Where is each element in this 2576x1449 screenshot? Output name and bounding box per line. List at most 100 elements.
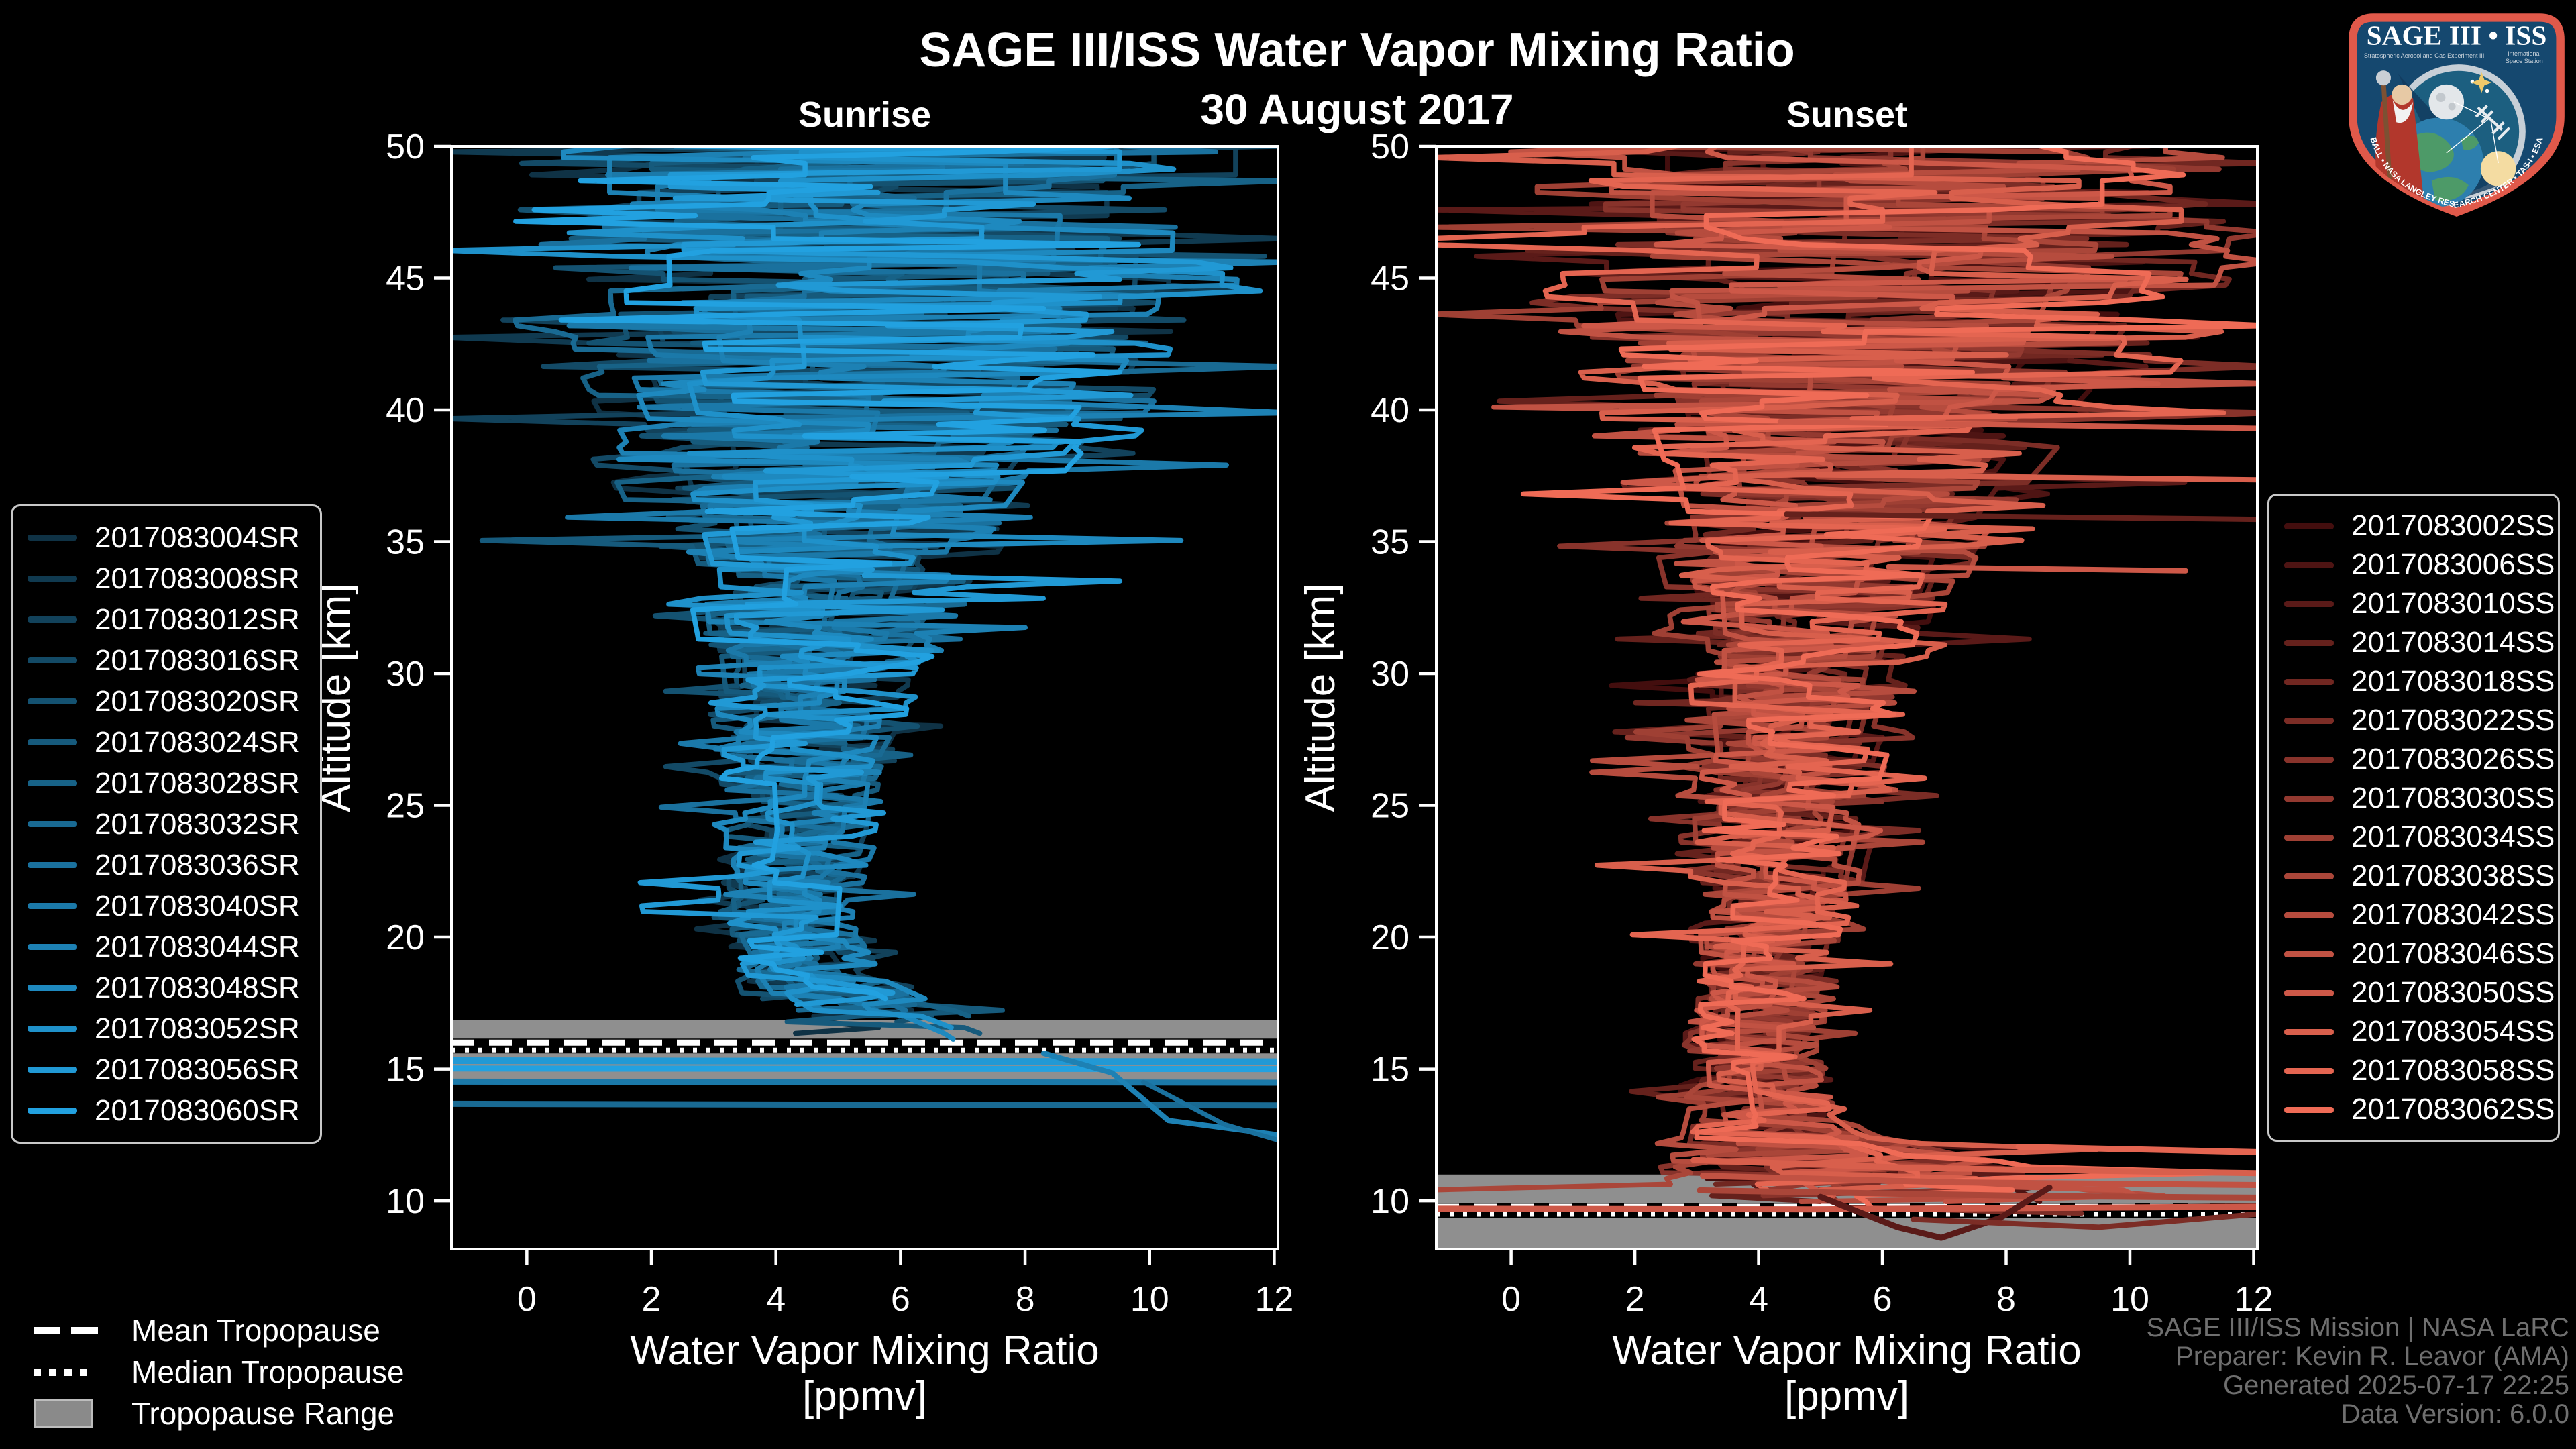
event-id-label: 2017083052SR	[95, 1012, 300, 1045]
y-tick-label: 15	[386, 1051, 425, 1089]
logo-sightlines	[2446, 101, 2499, 164]
profile-color-swatch	[28, 944, 77, 950]
footer-line-version: Data Version: 6.0.0	[2341, 1399, 2569, 1429]
legend-label: Tropopause Range	[131, 1396, 395, 1431]
event-id-label: 2017083034SS	[2351, 820, 2555, 853]
tropopause-legend: Mean Tropopause Median Tropopause Tropop…	[34, 1309, 405, 1434]
x-axis-units: [ppmv]	[802, 1373, 927, 1419]
profile-line-2017083062SS	[1520, 146, 2257, 1210]
profile-line-2017083056SR	[637, 146, 1234, 1008]
profile-color-swatch	[2284, 600, 2334, 607]
outlier-segment	[451, 1057, 1278, 1065]
profile-color-swatch	[28, 576, 77, 582]
event-id-label: 2017083060SR	[95, 1093, 300, 1127]
legend-item: 2017083020SR	[28, 681, 305, 722]
outlier-segment	[1141, 1079, 1278, 1143]
legend-item: 2017083054SS	[2284, 1012, 2555, 1051]
y-tick-label: 20	[1371, 918, 1409, 957]
panel-sunrise: 0 2 4 6 8 10 12 10 15 20 25 30 35 40 45 50 Water Vapor M…	[313, 127, 1293, 1419]
dashed-line-icon	[34, 1327, 109, 1334]
legend-item: 2017083040SR	[28, 885, 305, 926]
profile-color-swatch	[28, 903, 77, 909]
gray-patch-icon	[34, 1399, 109, 1428]
profile-color-swatch	[2284, 717, 2334, 724]
event-id-label: 2017083012SR	[95, 602, 300, 636]
y-tick-label: 25	[386, 787, 425, 826]
profile-color-swatch	[2284, 951, 2334, 957]
x-axis-label: Water Vapor Mixing Ratio	[630, 1328, 1099, 1374]
event-id-label: 2017083054SS	[2351, 1015, 2555, 1048]
x-tick-label: 6	[891, 1280, 910, 1319]
event-id-label: 2017083014SS	[2351, 626, 2555, 659]
profile-color-swatch	[2284, 1067, 2334, 1074]
outlier-segment	[1799, 472, 2257, 483]
legend-item: 2017083032SR	[28, 804, 305, 845]
event-id-label: 2017083026SS	[2351, 743, 2555, 775]
event-id-label: 2017083028SR	[95, 766, 300, 800]
legend-item: 2017083016SR	[28, 640, 305, 681]
panel-title-sunset: Sunset	[1786, 95, 1908, 135]
event-id-label: 2017083044SR	[95, 930, 300, 963]
event-id-label: 2017083024SR	[95, 725, 300, 759]
event-id-label: 2017083046SS	[2351, 937, 2555, 970]
event-id-label: 2017083048SR	[95, 971, 300, 1004]
axes-frame	[1435, 145, 2259, 1250]
legend-item: 2017083050SS	[2284, 973, 2555, 1012]
outlier-segment	[1911, 1211, 2257, 1230]
y-tick-label: 25	[1371, 787, 1409, 826]
x-tick-label: 4	[766, 1280, 786, 1319]
y-tick-label: 30	[386, 655, 425, 694]
event-id-label: 2017083006SS	[2351, 548, 2555, 581]
legend-item: 2017083026SS	[2284, 740, 2555, 779]
legend-item-tropopause-range: Tropopause Range	[34, 1393, 405, 1434]
x-axis-units: [ppmv]	[1784, 1373, 1909, 1419]
outlier-segment	[1777, 419, 2257, 431]
logo-iss	[2475, 105, 2511, 140]
outlier-segment	[1690, 1157, 2257, 1177]
profile-color-swatch	[2284, 561, 2334, 568]
legend-item-median-tropopause: Median Tropopause	[34, 1351, 405, 1393]
sage-iii-iss-logo: SAGE III • ISS Stratospheric Aerosol and…	[2349, 13, 2565, 217]
legend-item: 2017083060SR	[28, 1090, 305, 1131]
logo-stars	[2470, 72, 2492, 93]
legend-sunset-events: 2017083002SS 2017083006SS 2017083010SS 2017…	[2267, 494, 2560, 1142]
x-tick-label: 8	[1996, 1280, 2016, 1319]
profile-line-2017083052SR	[451, 146, 1263, 1030]
y-axis-label: Altitude [km]	[1297, 583, 1344, 812]
x-tick-label: 2	[1625, 1280, 1645, 1319]
profile-color-swatch	[2284, 1028, 2334, 1035]
legend-item: 2017083022SS	[2284, 701, 2555, 740]
event-id-label: 2017083018SS	[2351, 665, 2555, 698]
footer-credits: SAGE III/ISS Mission | NASA LaRC Prepare…	[2146, 1313, 2569, 1429]
event-id-label: 2017083056SR	[95, 1053, 300, 1086]
event-id-label: 2017083004SR	[95, 521, 300, 554]
logo-moon	[2428, 84, 2465, 120]
legend-item: 2017083038SS	[2284, 857, 2555, 896]
profile-color-swatch	[2284, 523, 2334, 529]
legend-item: 2017083058SS	[2284, 1051, 2555, 1090]
legend-item: 2017083042SS	[2284, 896, 2555, 934]
legend-item: 2017083002SS	[2284, 506, 2555, 545]
profile-color-swatch	[28, 616, 77, 623]
logo-intl-1: International	[2508, 50, 2540, 57]
event-id-label: 2017083010SS	[2351, 587, 2555, 620]
outlier-segment	[1817, 1184, 2053, 1241]
outlier-segment	[2015, 1144, 2257, 1155]
x-axis-label: Water Vapor Mixing Ratio	[1612, 1328, 2081, 1374]
outlier-segment	[451, 1078, 1278, 1086]
legend-item: 2017083034SS	[2284, 818, 2555, 857]
legend-item: 2017083006SS	[2284, 545, 2555, 584]
profile-color-swatch	[28, 1026, 77, 1032]
profile-color-swatch	[28, 739, 77, 745]
y-tick-label: 20	[386, 918, 425, 957]
y-tick-label: 30	[1371, 655, 1409, 694]
event-id-label: 2017083042SS	[2351, 898, 2555, 931]
panel-sunset: 0 2 4 6 8 10 12 10 15 20 25 30 35 40 45 50 Water Vapor M…	[1297, 127, 2273, 1419]
event-id-label: 2017083036SR	[95, 848, 300, 881]
event-id-label: 2017083030SS	[2351, 782, 2555, 814]
profile-color-swatch	[28, 821, 77, 827]
outlier-segment	[1784, 511, 2257, 523]
x-tick-label: 10	[2110, 1280, 2149, 1319]
x-tick-label: 0	[1501, 1280, 1521, 1319]
